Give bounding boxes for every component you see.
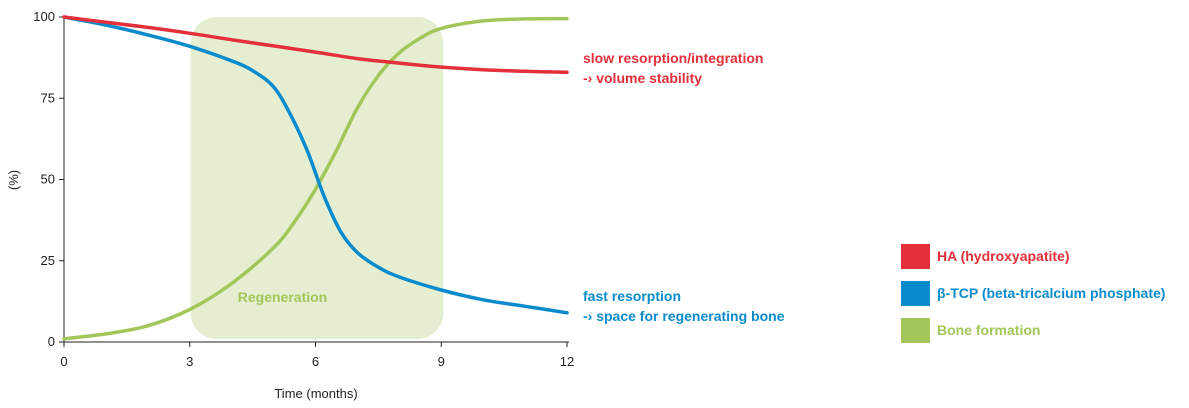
legend-swatch-bone [901, 318, 930, 343]
tcp-annotation-line-1: fast resorption [583, 288, 681, 304]
tcp-line [62, 15, 569, 315]
y-tick-label: 25 [41, 253, 55, 268]
ha-annotation-line-1: slow resorption/integration [583, 50, 763, 66]
x-tick-label: 0 [60, 354, 67, 369]
tcp-annotation: fast resorption -› space for regeneratin… [583, 288, 785, 324]
legend-swatch-tcp [901, 281, 930, 306]
x-tick-label: 3 [186, 354, 193, 369]
series-lines [62, 15, 569, 341]
y-tick-label: 50 [41, 172, 55, 187]
legend: HA (hydroxyapatite) β-TCP (beta-tricalci… [901, 244, 1165, 343]
legend-label-tcp: β-TCP (beta-tricalcium phosphate) [937, 285, 1165, 301]
x-tick-label: 6 [312, 354, 319, 369]
y-tick-label: 75 [41, 90, 55, 105]
legend-label-bone: Bone formation [937, 322, 1040, 338]
ha-line [62, 15, 569, 75]
tcp-annotation-line-2: -› space for regenerating bone [583, 308, 785, 324]
x-ticks: 0 3 6 9 12 [60, 342, 574, 369]
y-tick-label: 0 [48, 334, 55, 349]
x-axis-label: Time (months) [274, 386, 357, 401]
x-tick-label: 12 [560, 354, 574, 369]
y-ticks: 0 25 50 75 100 [33, 9, 64, 349]
y-tick-label: 100 [33, 9, 55, 24]
bone-formation-line [62, 16, 569, 341]
legend-swatch-ha [901, 244, 930, 269]
legend-label-ha: HA (hydroxyapatite) [937, 248, 1070, 264]
ha-annotation-line-2: -› volume stability [583, 70, 702, 86]
y-axis-label: (%) [6, 170, 21, 190]
x-tick-label: 9 [438, 354, 445, 369]
ha-annotation: slow resorption/integration -› volume st… [583, 50, 763, 86]
regeneration-label: Regeneration [238, 289, 327, 305]
